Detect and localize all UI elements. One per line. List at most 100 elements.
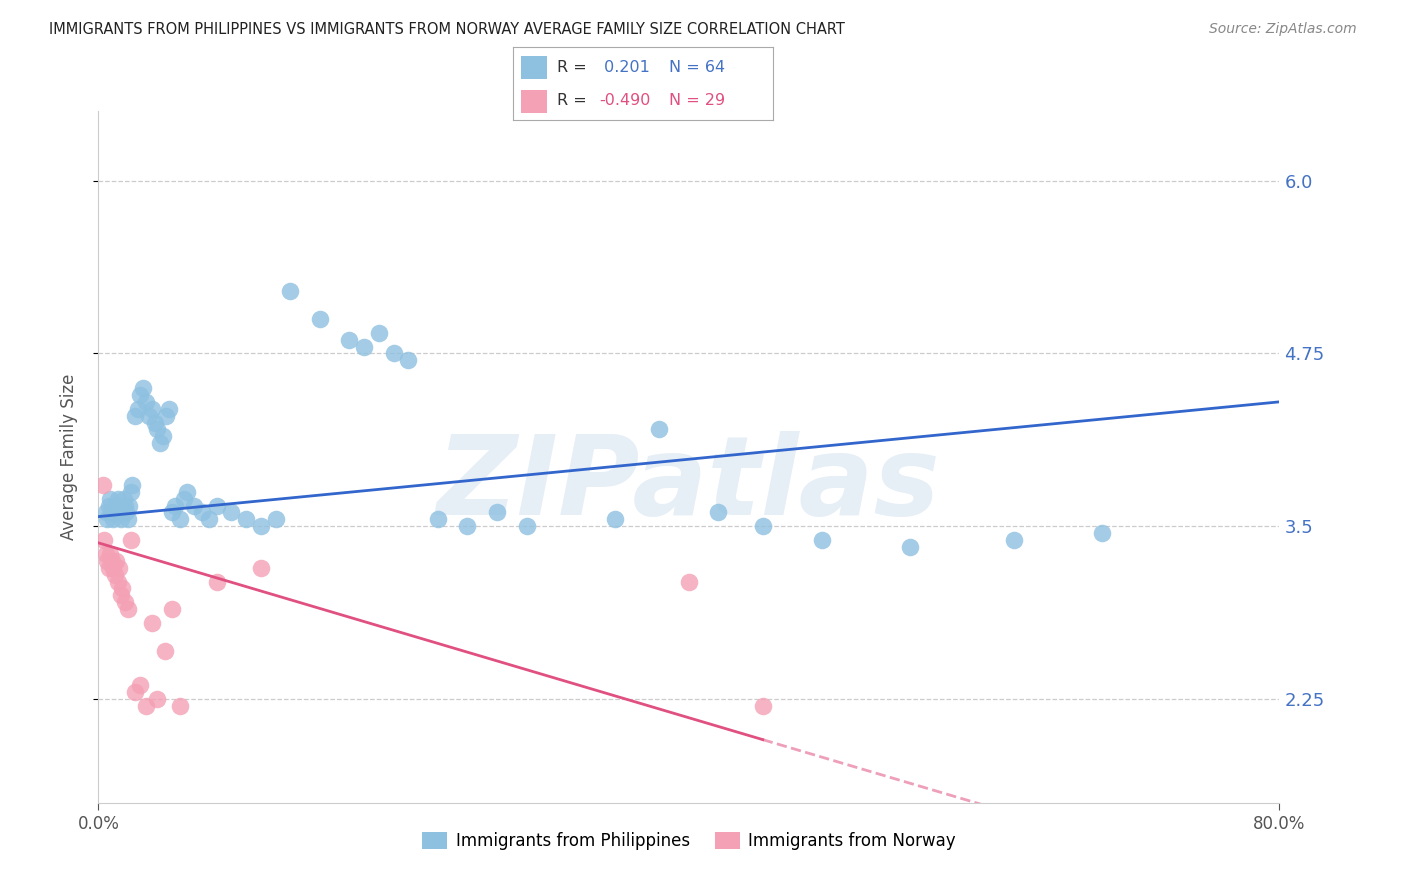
Point [382, 346, 405, 360]
Point [111, 505, 134, 519]
Point [121, 478, 143, 492]
Point [309, 312, 332, 326]
Point [124, 685, 146, 699]
Point [117, 602, 139, 616]
Point [108, 561, 131, 575]
Text: R =: R = [557, 61, 588, 75]
Point [114, 595, 136, 609]
Point [96, 554, 118, 568]
Point [100, 554, 122, 568]
Point [107, 574, 129, 589]
Point [98, 491, 121, 506]
Point [169, 699, 191, 714]
Text: 0.201: 0.201 [599, 61, 650, 75]
Point [648, 422, 671, 436]
Bar [522, 56, 547, 79]
Point [104, 499, 127, 513]
Point [128, 678, 150, 692]
Point [198, 512, 221, 526]
Point [353, 340, 375, 354]
Point [97, 561, 120, 575]
Point [127, 401, 149, 416]
Point [94, 547, 117, 561]
Point [93, 533, 115, 547]
Bar [522, 90, 547, 113]
Point [752, 519, 775, 533]
Point [398, 353, 420, 368]
Point [98, 547, 121, 561]
Point [176, 484, 198, 499]
Point [280, 284, 302, 298]
Point [149, 436, 172, 450]
Point [191, 505, 214, 519]
Point [339, 333, 361, 347]
Point [105, 505, 128, 519]
Point [486, 505, 509, 519]
Point [152, 429, 174, 443]
Point [235, 512, 257, 526]
Text: N = 29: N = 29 [669, 93, 725, 108]
Point [221, 505, 243, 519]
Point [1091, 526, 1114, 541]
Point [128, 388, 150, 402]
Point [107, 491, 129, 506]
Point [124, 409, 146, 423]
Point [110, 589, 132, 603]
Point [105, 554, 128, 568]
Point [110, 512, 132, 526]
Text: IMMIGRANTS FROM PHILIPPINES VS IMMIGRANTS FROM NORWAY AVERAGE FAMILY SIZE CORREL: IMMIGRANTS FROM PHILIPPINES VS IMMIGRANT… [49, 22, 845, 37]
Point [900, 540, 922, 554]
Point [135, 699, 157, 714]
Point [162, 505, 183, 519]
Point [120, 484, 142, 499]
Y-axis label: Average Family Size: Average Family Size [59, 374, 77, 541]
Point [605, 512, 627, 526]
Point [678, 574, 700, 589]
Point [368, 326, 391, 340]
Point [157, 401, 180, 416]
Point [173, 491, 195, 506]
Text: Source: ZipAtlas.com: Source: ZipAtlas.com [1209, 22, 1357, 37]
Point [810, 533, 832, 547]
Point [146, 422, 169, 436]
Point [1002, 533, 1025, 547]
Point [141, 615, 163, 630]
Point [112, 491, 135, 506]
Point [103, 512, 125, 526]
Point [141, 401, 163, 416]
Point [169, 512, 191, 526]
Point [457, 519, 479, 533]
Point [103, 561, 125, 575]
Point [132, 381, 155, 395]
Point [115, 505, 138, 519]
Point [516, 519, 538, 533]
Point [91, 478, 114, 492]
Point [162, 602, 183, 616]
Point [153, 644, 176, 658]
Point [120, 533, 142, 547]
Point [111, 582, 134, 596]
Text: N = 64: N = 64 [669, 61, 725, 75]
Point [752, 699, 775, 714]
Text: ZIPatlas: ZIPatlas [437, 432, 941, 538]
Point [183, 499, 205, 513]
Point [250, 561, 273, 575]
Point [94, 505, 117, 519]
Point [100, 505, 122, 519]
Point [143, 416, 166, 430]
Point [104, 567, 127, 582]
Point [138, 409, 160, 423]
Point [117, 512, 139, 526]
Point [96, 512, 118, 526]
Text: R =: R = [557, 93, 588, 108]
Point [135, 394, 157, 409]
Point [205, 499, 228, 513]
Point [118, 499, 141, 513]
Point [250, 519, 273, 533]
Point [155, 409, 177, 423]
Point [146, 692, 169, 706]
Point [165, 499, 187, 513]
Point [427, 512, 450, 526]
Point [114, 499, 136, 513]
Text: -0.490: -0.490 [599, 93, 651, 108]
